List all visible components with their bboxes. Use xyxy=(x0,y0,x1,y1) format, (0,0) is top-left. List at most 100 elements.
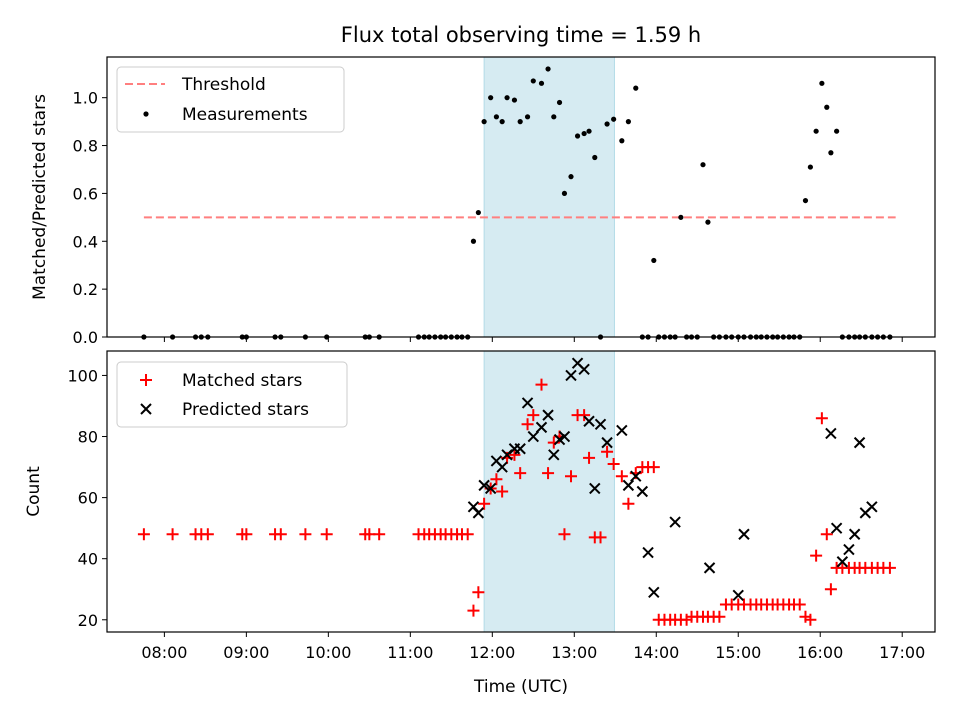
matched-star-point xyxy=(320,528,333,541)
legend-predicted-label: Predicted stars xyxy=(182,400,309,420)
matched-star-point xyxy=(578,409,591,422)
measurement-point xyxy=(611,116,617,122)
x-tick-label: 15:00 xyxy=(715,643,761,662)
predicted-star-point xyxy=(642,546,654,559)
y-tick-label: 40 xyxy=(78,550,98,569)
measurement-point xyxy=(604,121,610,127)
matched-star-point xyxy=(472,586,485,599)
matched-star-point xyxy=(565,470,578,483)
measurement-point xyxy=(470,238,477,244)
x-tick-label: 17:00 xyxy=(879,643,925,662)
measurement-point xyxy=(493,114,500,120)
x-tick-label: 16:00 xyxy=(797,643,843,662)
predicted-star-point xyxy=(583,415,595,427)
matched-star-point xyxy=(299,528,312,541)
matched-star-point xyxy=(583,451,596,464)
predicted-star-point xyxy=(630,470,642,482)
y-tick-label: 1.0 xyxy=(73,89,98,108)
matched-star-point xyxy=(490,473,503,486)
predicted-star-point xyxy=(648,586,660,599)
matched-star-point xyxy=(521,418,534,431)
matched-star-point xyxy=(373,528,386,541)
matched-star-point xyxy=(820,528,833,541)
bottom-data-marks xyxy=(137,357,896,626)
matched-star-point xyxy=(793,598,806,611)
measurement-point xyxy=(511,97,518,103)
x-axis-label: Time (UTC) xyxy=(473,677,568,697)
predicted-star-point xyxy=(527,430,540,443)
matched-star-point xyxy=(274,528,287,541)
predicted-star-point xyxy=(703,562,716,574)
matched-star-point xyxy=(615,470,628,483)
predicted-star-point xyxy=(830,522,843,534)
x-tick-label: 11:00 xyxy=(387,643,433,662)
y-tick-label: 0.0 xyxy=(73,328,98,347)
legend-matched-swatch xyxy=(140,374,152,386)
legend-threshold-label: Threshold xyxy=(181,75,266,95)
y-tick-label: 20 xyxy=(78,611,98,630)
predicted-star-point xyxy=(732,589,744,602)
predicted-star-point xyxy=(472,507,485,519)
predicted-star-point xyxy=(496,461,508,473)
matched-star-point xyxy=(514,467,527,480)
matched-star-point xyxy=(166,528,179,541)
matched-star-point xyxy=(137,528,150,541)
measurement-point xyxy=(625,119,631,125)
matched-star-point xyxy=(647,461,660,474)
measurement-point xyxy=(581,130,587,137)
measurement-point xyxy=(538,80,545,86)
y-tick-label: 60 xyxy=(78,489,98,508)
matched-star-point xyxy=(810,549,823,562)
top-legend-box xyxy=(116,66,345,133)
y-tick-label: 100 xyxy=(67,366,98,385)
measurement-point xyxy=(561,190,568,197)
measurement-point xyxy=(568,174,574,180)
measurement-point xyxy=(633,85,639,91)
top-y-axis: 0.0 0.2 0.4 0.6 0.8 1.0 xyxy=(73,89,107,347)
measurement-point xyxy=(504,95,510,101)
matched-star-point xyxy=(824,583,837,596)
measurement-point xyxy=(574,133,581,139)
bottom-panel: 20 40 60 80 100 08:00 09:00 10:00 11:00 12:00 13:… xyxy=(24,350,936,662)
matched-star-point xyxy=(542,467,555,480)
measurement-point xyxy=(819,80,825,86)
measurement-point xyxy=(807,164,813,170)
predicted-star-point xyxy=(601,436,613,449)
chart-title: Flux total observing time = 1.59 h xyxy=(341,23,701,47)
predicted-star-point xyxy=(521,397,534,409)
predicted-star-point xyxy=(825,427,837,440)
y-tick-label: 0.2 xyxy=(73,280,98,299)
x-tick-label: 08:00 xyxy=(141,643,187,662)
predicted-star-point xyxy=(836,556,849,568)
predicted-star-point xyxy=(578,363,590,376)
bottom-axes-frame xyxy=(106,350,936,633)
measurement-point xyxy=(524,114,531,120)
measurement-point xyxy=(545,66,551,72)
bottom-y-axis: 20 40 60 80 100 xyxy=(67,366,107,630)
measurement-point xyxy=(678,214,684,220)
predicted-star-point xyxy=(542,409,554,421)
y-tick-label: 0.6 xyxy=(73,184,98,203)
top-axes-frame xyxy=(106,56,936,338)
bottom-y-axis-label: Count xyxy=(24,466,44,517)
measurement-point xyxy=(802,197,809,204)
measurement-point xyxy=(586,128,592,134)
bottom-legend-box xyxy=(116,361,348,428)
highlight-span xyxy=(483,56,615,338)
measurement-point xyxy=(475,209,481,216)
x-tick-label: 09:00 xyxy=(223,643,269,662)
predicted-star-point xyxy=(866,501,878,513)
matched-star-point xyxy=(527,409,540,422)
measurement-point xyxy=(488,95,494,101)
top-x-ticks xyxy=(163,337,903,342)
matched-star-point xyxy=(713,610,726,623)
top-y-axis-label: Matched/Predicted stars xyxy=(30,94,50,300)
top-legend: Threshold Measurements xyxy=(116,66,345,133)
predicted-star-point xyxy=(848,528,861,540)
bottom-x-axis: 08:00 09:00 10:00 11:00 12:00 13:00 14:00 15:00… xyxy=(141,632,925,662)
predicted-star-point xyxy=(622,479,635,492)
matched-star-point xyxy=(240,528,253,541)
predicted-star-point xyxy=(853,436,866,449)
measurement-point xyxy=(619,138,625,144)
